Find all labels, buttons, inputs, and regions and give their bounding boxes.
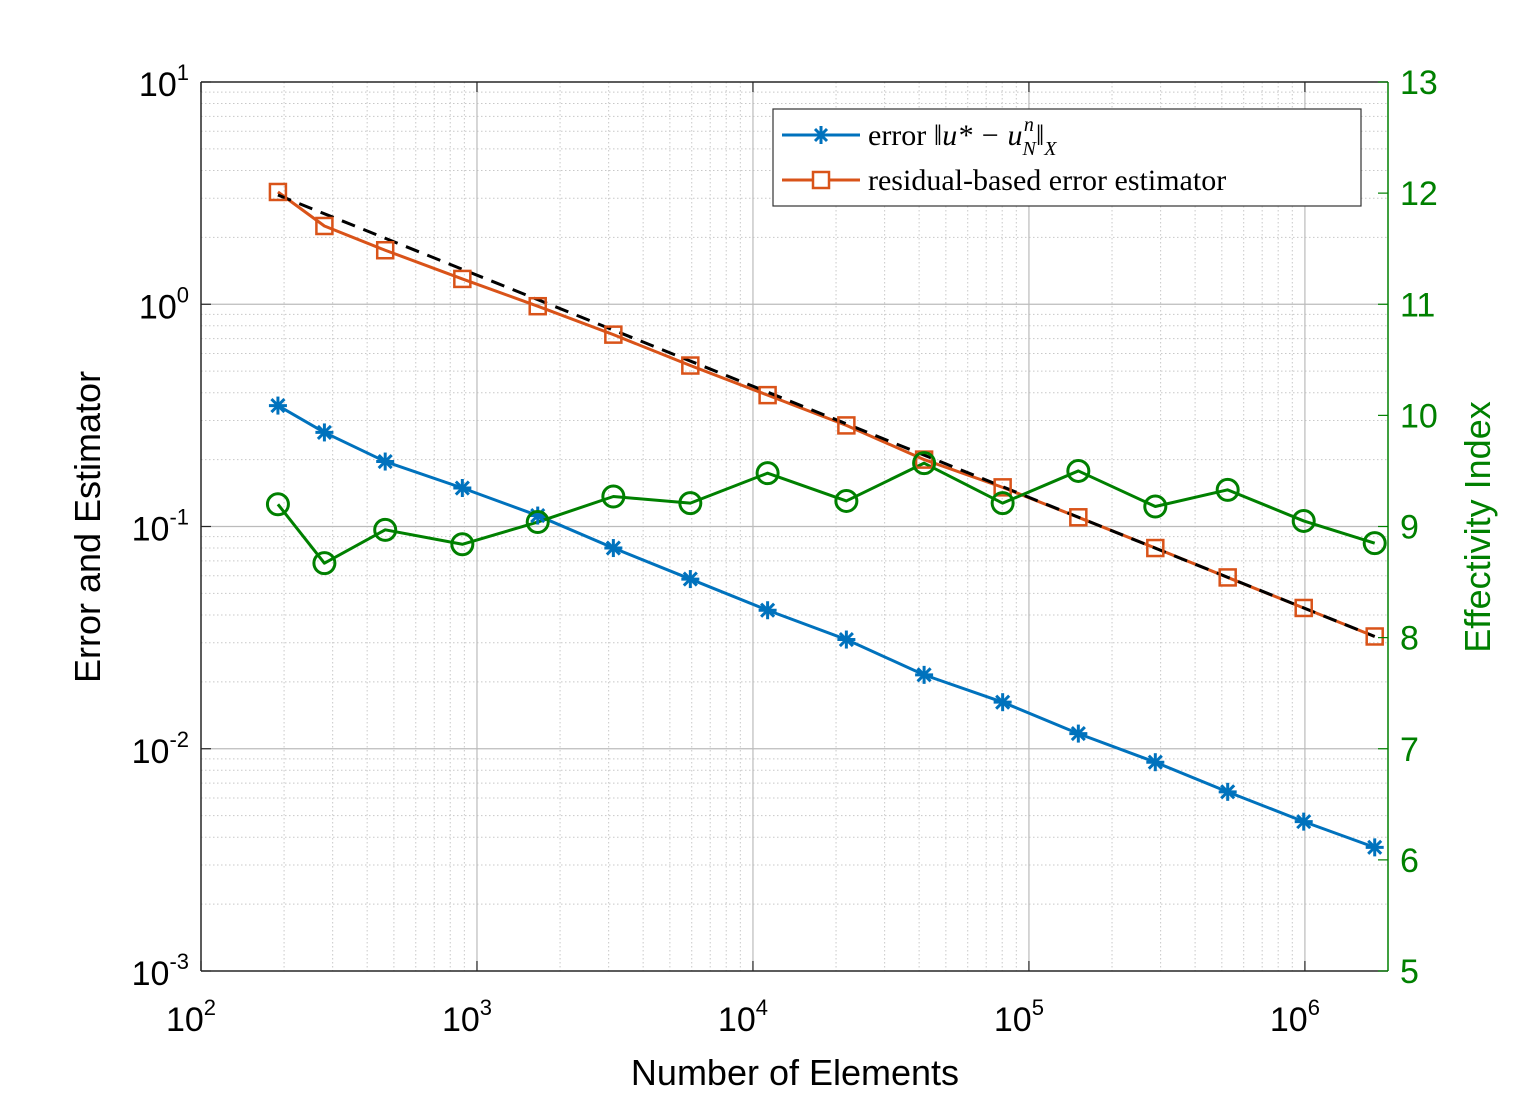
error-point bbox=[915, 665, 934, 684]
effectivity-point bbox=[678, 491, 703, 516]
estimator-point bbox=[375, 240, 395, 260]
y2-tick-label: 7 bbox=[1400, 731, 1419, 769]
y-axis-label: Error and Estimator bbox=[67, 371, 108, 683]
error-point bbox=[1218, 782, 1237, 801]
y2-tick-label: 12 bbox=[1400, 175, 1438, 213]
estimator-point bbox=[268, 182, 288, 202]
error-point bbox=[376, 452, 395, 471]
estimator-point bbox=[1069, 508, 1088, 527]
estimator-point bbox=[604, 325, 623, 344]
estimator-point bbox=[453, 269, 472, 289]
y-tick-label: 101 bbox=[139, 60, 189, 104]
x-tick-label: 106 bbox=[1270, 995, 1320, 1039]
estimator-series-line bbox=[277, 190, 1376, 638]
effectivity-point bbox=[1143, 494, 1168, 519]
effectivity-point bbox=[450, 532, 475, 557]
legend: error ‖u* − uNn‖X residual-based error e… bbox=[772, 108, 1362, 207]
legend-error-label: error ‖u* − uNn‖X bbox=[868, 114, 1057, 160]
effectivity-point bbox=[1362, 531, 1387, 556]
x-tick-label: 104 bbox=[718, 995, 768, 1039]
estimator-point bbox=[528, 296, 547, 316]
effectivity-point bbox=[755, 461, 780, 486]
effectivity-point bbox=[990, 491, 1015, 516]
effectivity-point bbox=[1291, 508, 1316, 533]
y-tick-label: 10-3 bbox=[132, 949, 189, 993]
y-tick-label: 10-1 bbox=[132, 505, 189, 549]
estimator-point bbox=[1365, 627, 1384, 646]
y2-axis-label: Effectivity Index bbox=[1457, 401, 1498, 652]
effectivity-point bbox=[312, 551, 337, 576]
x-tick-label: 103 bbox=[442, 995, 492, 1039]
effectivity-point bbox=[373, 517, 398, 542]
effectivity-point bbox=[1066, 458, 1091, 483]
estimator-point bbox=[1294, 598, 1313, 618]
estimator-point bbox=[315, 216, 334, 236]
error-point bbox=[1069, 724, 1088, 743]
effectivity-point bbox=[265, 492, 290, 517]
effectivity-point bbox=[1215, 477, 1240, 502]
error-point bbox=[268, 396, 287, 415]
plot-area bbox=[265, 182, 1387, 857]
error-point bbox=[1365, 838, 1384, 857]
estimator-point bbox=[681, 356, 700, 375]
error-point bbox=[837, 630, 856, 649]
y-tick-label: 100 bbox=[139, 282, 189, 326]
x-tick-label: 102 bbox=[166, 995, 216, 1039]
effectivity-point bbox=[834, 488, 859, 513]
y2-tick-label: 9 bbox=[1400, 509, 1419, 547]
grid bbox=[201, 82, 1389, 971]
error-series-line bbox=[277, 404, 1376, 849]
y2-tick-label: 11 bbox=[1400, 286, 1435, 324]
error-point bbox=[1294, 812, 1313, 831]
error-point bbox=[758, 601, 777, 620]
effectivity-series-line bbox=[276, 461, 1376, 565]
legend-estimator-marker bbox=[811, 170, 831, 190]
estimator-point bbox=[1218, 568, 1237, 587]
effectivity-point bbox=[525, 510, 550, 535]
y2-tick-label: 13 bbox=[1400, 64, 1438, 102]
y2-tick-label: 8 bbox=[1400, 620, 1419, 658]
error-point bbox=[604, 539, 623, 558]
error-point bbox=[681, 570, 700, 589]
error-point bbox=[1146, 753, 1165, 772]
x-tick-label: 105 bbox=[994, 995, 1044, 1039]
estimator-point bbox=[758, 385, 777, 405]
x-axis-label: Number of Elements bbox=[631, 1052, 959, 1093]
error-point bbox=[315, 423, 334, 442]
estimator-point bbox=[993, 478, 1012, 497]
y2-tick-label: 6 bbox=[1400, 842, 1419, 880]
effectivity-point bbox=[912, 451, 937, 476]
estimator-point bbox=[1146, 538, 1165, 558]
axes: 102 103 104 105 106 10-3 10-2 10-1 100 101 5 6 7 8 9 10… bbox=[132, 60, 1438, 1039]
reference-slope-line bbox=[277, 193, 1376, 638]
effectivity-point bbox=[601, 484, 626, 509]
error-point bbox=[993, 693, 1012, 712]
y2-tick-label: 5 bbox=[1400, 953, 1419, 991]
legend-error-marker bbox=[812, 126, 830, 144]
error-point bbox=[453, 479, 472, 498]
estimator-point bbox=[837, 416, 856, 435]
legend-estimator-label: residual-based error estimator bbox=[868, 164, 1226, 197]
y-tick-label: 10-2 bbox=[132, 727, 189, 771]
legend-box bbox=[772, 108, 1362, 207]
y2-tick-label: 10 bbox=[1400, 397, 1438, 435]
